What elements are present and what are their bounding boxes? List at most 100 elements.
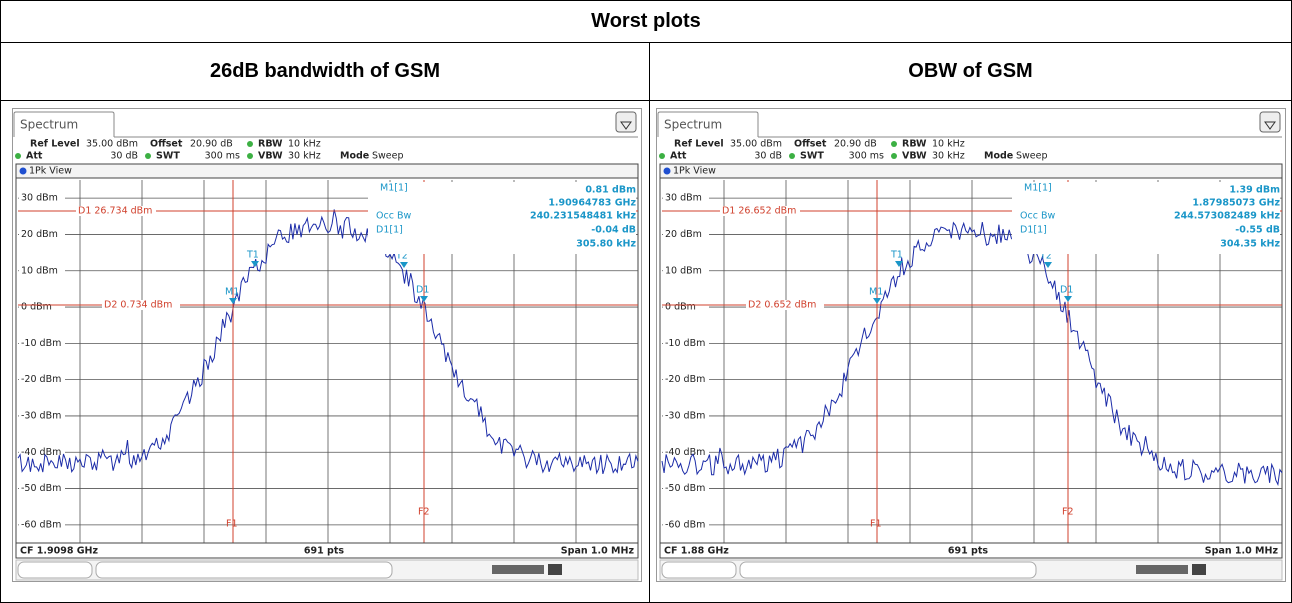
setting-label: Ref Level bbox=[674, 139, 724, 150]
y-label-bg bbox=[19, 482, 65, 495]
readout-label: Occ Bw bbox=[1020, 211, 1055, 222]
setting-label: VBW bbox=[902, 151, 927, 162]
readout-value: 1.39 dBm bbox=[1229, 185, 1280, 196]
readout-label: M1[1] bbox=[380, 183, 408, 194]
display-line-label: D1 26.652 dBm bbox=[722, 206, 796, 217]
marker bbox=[1044, 262, 1052, 268]
setting-label: SWT bbox=[800, 151, 824, 162]
y-tick-label: 0 dBm bbox=[665, 302, 696, 313]
readout-bg bbox=[1012, 182, 1280, 254]
frequency-label: F1 bbox=[226, 519, 238, 530]
setting-value: 30 kHz bbox=[932, 151, 965, 162]
header-cell: OBW of GSM bbox=[649, 42, 1292, 101]
y-label-bg bbox=[19, 264, 65, 277]
y-label-bg bbox=[663, 228, 709, 241]
readout-value: 304.35 kHz bbox=[1220, 239, 1280, 250]
status-field bbox=[661, 561, 737, 579]
marker-label: M1 bbox=[225, 287, 239, 298]
readout-value: -0.04 dB bbox=[591, 225, 636, 236]
marker-label: M1 bbox=[869, 287, 883, 298]
y-tick-label: 30 dBm bbox=[21, 193, 58, 204]
setting-label: SWT bbox=[156, 151, 180, 162]
display-line-bg bbox=[720, 206, 800, 216]
y-label-bg bbox=[663, 446, 709, 459]
y-tick-label: -20 dBm bbox=[665, 374, 705, 385]
status-icon bbox=[1192, 564, 1206, 575]
y-tick-label: -50 dBm bbox=[21, 483, 61, 494]
y-tick-label: 0 dBm bbox=[21, 302, 52, 313]
progress-indicator bbox=[492, 565, 544, 574]
status-dot bbox=[247, 153, 253, 159]
spectrum-screenshot: Spectrum Ref Level 35.00 dBm Offset 20.90 dB… bbox=[656, 108, 1286, 582]
y-label-bg bbox=[663, 373, 709, 386]
status-dot bbox=[247, 141, 253, 147]
readout-label: D1[1] bbox=[376, 225, 403, 236]
readout-label: D1[1] bbox=[1020, 225, 1047, 236]
readout-value: 305.80 kHz bbox=[576, 239, 636, 250]
view-dot bbox=[19, 167, 27, 175]
y-tick-label: 20 dBm bbox=[665, 229, 702, 240]
frequency-label: F2 bbox=[418, 507, 430, 518]
display-line-bg bbox=[102, 300, 180, 310]
status-dot bbox=[789, 153, 795, 159]
readout-value: 0.81 dBm bbox=[585, 185, 636, 196]
marker bbox=[400, 262, 408, 268]
y-label-bg bbox=[663, 482, 709, 495]
y-label-bg bbox=[663, 264, 709, 277]
status-dot bbox=[891, 153, 897, 159]
status-field bbox=[17, 561, 93, 579]
setting-value: 20.90 dB bbox=[834, 139, 877, 150]
trace bbox=[661, 221, 1283, 487]
setting-label: Mode bbox=[984, 151, 1013, 162]
setting-value: 10 kHz bbox=[932, 139, 965, 150]
setting-value: 10 kHz bbox=[288, 139, 321, 150]
view-bar bbox=[659, 163, 1283, 179]
y-label-bg bbox=[663, 301, 709, 314]
setting-value: 20.90 dB bbox=[190, 139, 233, 150]
setting-label: Mode bbox=[340, 151, 369, 162]
readout-value: 240.231548481 kHz bbox=[530, 211, 637, 222]
display-line-label: D1 26.734 dBm bbox=[78, 206, 152, 217]
y-tick-label: -10 dBm bbox=[665, 338, 705, 349]
y-label-bg bbox=[19, 409, 65, 422]
y-label-bg bbox=[663, 337, 709, 350]
marker bbox=[420, 296, 428, 302]
status-field bbox=[739, 561, 1037, 579]
progress-indicator bbox=[1136, 565, 1188, 574]
y-label-bg bbox=[19, 337, 65, 350]
display-line-bg bbox=[746, 300, 824, 310]
y-label-bg bbox=[19, 228, 65, 241]
spectrum-screenshot: Spectrum Ref Level 35.00 dBm Offset 20.90 dB… bbox=[12, 108, 642, 582]
y-tick-label: -10 dBm bbox=[21, 338, 61, 349]
y-label-bg bbox=[663, 518, 709, 531]
footer-label: CF 1.88 GHz bbox=[664, 546, 729, 557]
tab bbox=[13, 111, 115, 137]
y-tick-label: -40 dBm bbox=[665, 447, 705, 458]
marker-label: D1 bbox=[416, 285, 429, 296]
setting-value: 35.00 dBm bbox=[730, 139, 782, 150]
status-dot bbox=[891, 141, 897, 147]
y-label-bg bbox=[19, 446, 65, 459]
y-tick-label: 20 dBm bbox=[21, 229, 58, 240]
y-tick-label: -60 dBm bbox=[21, 519, 61, 530]
tab-label: Spectrum bbox=[664, 118, 722, 132]
footer-label: CF 1.9098 GHz bbox=[20, 546, 98, 557]
status-dot bbox=[659, 153, 665, 159]
readout-bg bbox=[368, 182, 636, 254]
footer-label: Span 1.0 MHz bbox=[1205, 546, 1279, 557]
display-line-bg bbox=[76, 206, 156, 216]
readout-label: M1[1] bbox=[1024, 183, 1052, 194]
menu-icon-arrow bbox=[620, 121, 632, 130]
readout-label: Occ Bw bbox=[376, 211, 411, 222]
setting-label: Ref Level bbox=[30, 139, 80, 150]
status-dot bbox=[145, 153, 151, 159]
marker bbox=[251, 261, 259, 267]
setting-value: 30 kHz bbox=[288, 151, 321, 162]
setting-value: 30 dB bbox=[110, 151, 138, 162]
display-line-label: D2 0.734 dBm bbox=[104, 300, 172, 311]
footer-bar bbox=[15, 542, 639, 559]
y-label-bg bbox=[19, 301, 65, 314]
tab bbox=[657, 111, 759, 137]
readout-value: 1.90964783 GHz bbox=[548, 198, 636, 209]
footer-label: Span 1.0 MHz bbox=[561, 546, 635, 557]
